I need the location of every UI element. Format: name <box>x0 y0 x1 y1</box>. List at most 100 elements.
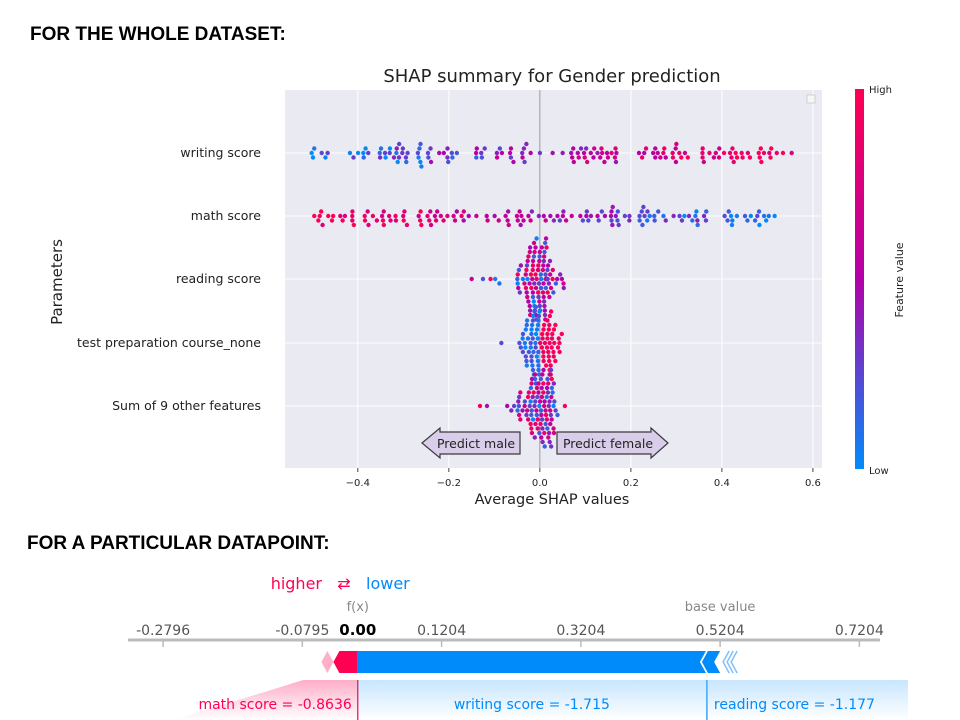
shap-dot <box>525 294 530 300</box>
shap-dot <box>557 272 563 277</box>
shap-dot <box>505 209 511 214</box>
shap-dot <box>568 150 574 156</box>
shap-dot <box>583 146 589 151</box>
shap-dot <box>701 213 707 219</box>
shap-dot <box>522 281 527 286</box>
shap-dot <box>529 430 535 436</box>
shap-dot <box>530 417 536 422</box>
shap-dot <box>547 408 553 413</box>
shap-dot <box>548 309 554 314</box>
force-feature-labels: math score = -0.8636 writing score = -1.7… <box>198 697 874 713</box>
shap-dot <box>523 272 528 277</box>
shap-dot <box>533 345 538 350</box>
shap-dot <box>580 218 586 223</box>
shap-dot <box>551 290 556 295</box>
shap-dot <box>578 146 584 151</box>
shap-dot <box>545 376 550 382</box>
shap-dot <box>523 354 529 359</box>
shap-dot <box>534 385 540 391</box>
shap-dot <box>342 213 348 219</box>
shap-dot <box>547 272 553 277</box>
shap-dot <box>532 281 537 286</box>
shap-dot <box>515 408 520 413</box>
shap-dot <box>524 322 529 328</box>
shap-dot <box>543 421 548 427</box>
shap-dot <box>755 213 760 219</box>
legend-arrows-icon: ⇄ <box>337 574 350 593</box>
shap-dot <box>541 367 546 373</box>
shap-dot <box>386 213 392 219</box>
y-axis-label: Parameters <box>48 239 66 325</box>
shap-dot <box>396 141 402 147</box>
shap-dot <box>700 150 705 156</box>
shap-dot <box>499 150 505 156</box>
shap-dot <box>730 218 735 223</box>
fx-label: f(x) <box>347 600 369 615</box>
shap-dot <box>542 399 547 404</box>
shap-dot <box>524 141 529 147</box>
shap-dot <box>679 218 685 223</box>
shap-dot <box>374 218 380 223</box>
positive-bar-tail <box>321 651 334 673</box>
shap-dot <box>520 331 526 337</box>
shap-dot <box>547 439 552 445</box>
shap-dot <box>571 159 577 165</box>
predict-female-arrow-shape <box>556 426 669 460</box>
shap-dot <box>652 218 657 223</box>
shap-dot <box>551 354 556 359</box>
shap-dot <box>538 408 544 413</box>
shap-dot <box>523 327 529 332</box>
shap-dot <box>661 150 666 156</box>
shap-dot <box>479 155 485 160</box>
shap-dot <box>742 213 748 219</box>
shap-dot <box>329 218 335 223</box>
shap-dot <box>636 150 642 156</box>
shap-dot <box>381 222 387 228</box>
shap-dot <box>543 272 548 277</box>
shap-dot <box>499 340 504 346</box>
shap-dot <box>529 381 534 386</box>
shap-dot <box>609 218 614 223</box>
shap-dot <box>734 213 740 219</box>
shap-dot <box>553 408 558 413</box>
shap-dot <box>524 263 530 268</box>
shap-dot <box>520 408 525 413</box>
force-label-reading-score: reading score = -1.177 <box>714 697 875 713</box>
shap-dot <box>774 150 779 156</box>
section-heading-whole-dataset: FOR THE WHOLE DATASET: <box>30 24 286 45</box>
shap-dot <box>641 204 646 210</box>
shap-dot <box>531 254 537 259</box>
shap-dot <box>541 258 547 264</box>
shap-dot <box>655 150 660 156</box>
colorbar <box>855 89 864 469</box>
shap-dot <box>516 399 521 404</box>
shap-dot <box>541 281 546 286</box>
shap-dot <box>551 327 557 332</box>
shap-dot <box>704 209 709 214</box>
x-axis-label: Average SHAP values <box>475 492 630 508</box>
shap-dot <box>529 285 534 291</box>
shap-dot <box>650 150 656 156</box>
shap-dot <box>541 322 547 328</box>
shap-dot <box>441 218 446 223</box>
feature-labels: writing score math score reading score test… <box>77 145 261 413</box>
shap-dot <box>599 209 605 214</box>
shap-dot <box>543 285 549 291</box>
shap-dot <box>538 276 544 282</box>
shap-dot <box>533 245 538 250</box>
shap-dot <box>524 267 529 273</box>
shap-dot <box>713 150 719 156</box>
shap-dot <box>542 308 548 313</box>
shap-dot <box>637 218 642 223</box>
shap-dot <box>539 412 544 418</box>
shap-dot <box>441 150 447 156</box>
shap-dot <box>534 412 540 418</box>
shap-dot <box>677 150 682 156</box>
shap-dot <box>526 213 531 219</box>
shap-dot <box>391 155 397 160</box>
shap-dot <box>596 218 601 223</box>
shap-dot <box>404 159 409 165</box>
shap-dot <box>477 403 483 409</box>
x-tick-label: 0.2 <box>623 478 639 489</box>
shap-dot <box>532 309 537 314</box>
